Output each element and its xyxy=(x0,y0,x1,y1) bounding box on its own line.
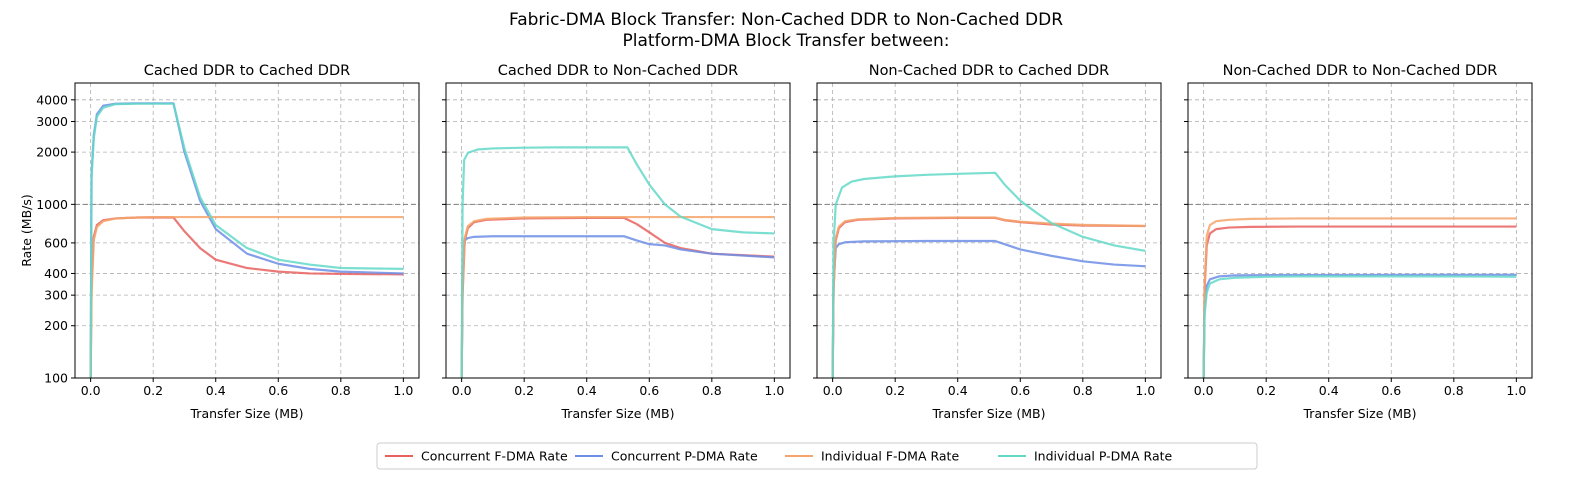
x-tick-label: 1.0 xyxy=(1135,383,1155,398)
series-group xyxy=(831,171,1146,378)
series-line-individual-f-dma-rate xyxy=(460,215,775,378)
figure-title-line-2: Platform-DMA Block Transfer between: xyxy=(622,31,949,51)
x-tick-label: 0.2 xyxy=(1256,383,1276,398)
x-tick-label: 0.2 xyxy=(143,383,163,398)
y-tick-label: 3000 xyxy=(36,114,68,129)
axes-frame xyxy=(445,82,791,379)
x-tick-label: 0.4 xyxy=(948,383,968,398)
series-line-individual-f-dma-rate xyxy=(831,216,1146,378)
series-line-individual-p-dma-rate xyxy=(831,171,1146,378)
x-axis-label: Transfer Size (MB) xyxy=(932,406,1046,421)
panel-title: Non-Cached DDR to Cached DDR xyxy=(869,63,1110,79)
y-tick-label: 600 xyxy=(44,235,68,250)
legend-label: Concurrent F-DMA Rate xyxy=(421,449,568,464)
y-tick-label: 1000 xyxy=(36,197,68,212)
x-tick-label: 1.0 xyxy=(764,383,784,398)
series-line-individual-p-dma-rate xyxy=(89,102,404,378)
x-tick-label: 0.2 xyxy=(514,383,534,398)
panel-3: 0.0 0.2 0.4 0.6 0.8 1.0 Non-Cached DDR to Cach… xyxy=(813,63,1162,421)
y-tick-label: 300 xyxy=(44,288,68,303)
x-tick-label: 0.4 xyxy=(206,383,226,398)
x-tick-label: 0.8 xyxy=(1073,383,1093,398)
series-group xyxy=(460,146,775,378)
axes-frame xyxy=(816,82,1162,379)
y-tick-label: 4000 xyxy=(36,92,68,107)
panel-2: 0.0 0.2 0.4 0.6 0.8 1.0 Cached DDR to Non-Cach… xyxy=(442,63,791,421)
panel-title: Cached DDR to Cached DDR xyxy=(144,63,350,79)
x-tick-label: 0.4 xyxy=(577,383,597,398)
x-tick-label: 0.8 xyxy=(1444,383,1464,398)
legend-label: Individual F-DMA Rate xyxy=(821,449,959,464)
legend-item-individual-p-dma-rate: Individual P-DMA Rate xyxy=(998,449,1173,464)
legend-label: Concurrent P-DMA Rate xyxy=(611,449,758,464)
x-tick-label: 0.6 xyxy=(268,383,288,398)
legend: Concurrent F-DMA Rate Concurrent P-DMA Ra… xyxy=(376,442,1258,470)
panel-4: 0.0 0.2 0.4 0.6 0.8 1.0 Non-Cached DDR to Non-… xyxy=(1184,63,1533,421)
axes-frame xyxy=(74,82,420,379)
x-axis-label: Transfer Size (MB) xyxy=(561,406,675,421)
series-line-individual-p-dma-rate xyxy=(1202,275,1517,378)
panel-1: 0.0 0.2 0.4 0.6 0.8 1.0 100 200 300 400 600 1000 200… xyxy=(19,63,420,421)
x-tick-label: 0.8 xyxy=(331,383,351,398)
x-tick-label: 0.6 xyxy=(639,383,659,398)
x-axis-label: Transfer Size (MB) xyxy=(1303,406,1417,421)
legend-item-concurrent-p-dma-rate: Concurrent P-DMA Rate xyxy=(575,449,758,464)
series-line-individual-f-dma-rate xyxy=(89,215,404,378)
series-group xyxy=(1202,217,1517,378)
x-tick-label: 0.4 xyxy=(1319,383,1339,398)
x-tick-label: 0.2 xyxy=(885,383,905,398)
x-tick-label: 0.6 xyxy=(1381,383,1401,398)
y-tick-label: 2000 xyxy=(36,145,68,160)
x-tick-label: 0.8 xyxy=(702,383,722,398)
panel-title: Non-Cached DDR to Non-Cached DDR xyxy=(1223,63,1498,79)
y-axis-label: Rate (MB/s) xyxy=(19,194,34,266)
x-tick-label: 1.0 xyxy=(393,383,413,398)
x-tick-label: 0.6 xyxy=(1010,383,1030,398)
series-group xyxy=(89,102,404,378)
y-tick-label: 100 xyxy=(44,371,68,386)
x-tick-label: 0.0 xyxy=(452,383,472,398)
series-line-individual-p-dma-rate xyxy=(460,146,775,378)
axes-frame xyxy=(1187,82,1533,379)
legend-item-concurrent-f-dma-rate: Concurrent F-DMA Rate xyxy=(385,449,568,464)
y-tick-label: 200 xyxy=(44,318,68,333)
x-tick-label: 1.0 xyxy=(1506,383,1526,398)
legend-label: Individual P-DMA Rate xyxy=(1034,449,1173,464)
series-line-individual-f-dma-rate xyxy=(1202,217,1517,378)
x-tick-label: 0.0 xyxy=(81,383,101,398)
x-axis-label: Transfer Size (MB) xyxy=(190,406,304,421)
legend-frame xyxy=(376,442,1258,470)
y-tick-label: 400 xyxy=(44,266,68,281)
x-tick-label: 0.0 xyxy=(1194,383,1214,398)
figure-title-line-1: Fabric-DMA Block Transfer: Non-Cached DD… xyxy=(509,10,1063,30)
panel-title: Cached DDR to Non-Cached DDR xyxy=(498,63,739,79)
legend-item-individual-f-dma-rate: Individual F-DMA Rate xyxy=(785,449,959,464)
x-tick-label: 0.0 xyxy=(823,383,843,398)
panels: 0.0 0.2 0.4 0.6 0.8 1.0 100 200 300 400 600 1000 200… xyxy=(19,63,1533,421)
